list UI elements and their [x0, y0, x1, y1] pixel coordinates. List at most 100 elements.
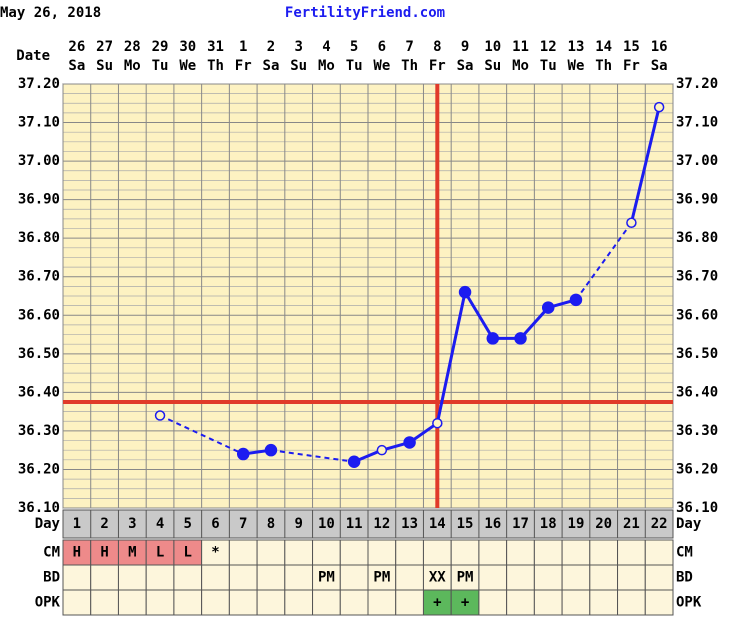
day-number: 7: [239, 516, 247, 532]
date-label: 2: [267, 39, 275, 55]
date-label: 9: [461, 39, 469, 55]
temperature-segment: [463, 291, 495, 340]
row-cell: [561, 539, 591, 566]
row-cell: [478, 564, 508, 591]
row-cell: [644, 589, 674, 616]
day-label-right: Day: [676, 516, 702, 532]
weekday-label: We: [179, 58, 196, 74]
row-label-right: BD: [676, 570, 693, 586]
row-cell-text: XX: [429, 570, 446, 586]
weekday-label: Sa: [263, 58, 280, 74]
y-tick-label: 36.40: [18, 384, 60, 400]
row-cell: [395, 564, 424, 591]
y-tick-label-right: 37.10: [676, 115, 718, 131]
weekday-label: Tu: [152, 58, 169, 74]
date-label: 13: [568, 39, 585, 55]
row-cell: [422, 589, 452, 616]
day-number: 19: [568, 516, 585, 532]
row-cell: [256, 564, 286, 591]
row-cell: [228, 539, 258, 566]
y-tick-label: 36.50: [18, 346, 60, 362]
row-cell: [478, 589, 508, 616]
row-cell: [617, 539, 646, 566]
row-cell: [339, 589, 369, 616]
day-number: 16: [484, 516, 501, 532]
date-label: 31: [207, 39, 224, 55]
y-tick-label-right: 36.90: [676, 192, 718, 208]
row-cell: [395, 589, 424, 616]
weekday-label: We: [568, 58, 585, 74]
row-label-right: CM: [676, 545, 693, 561]
day-label: Day: [35, 516, 61, 532]
row-cell: [228, 589, 258, 616]
row-cell: [561, 589, 591, 616]
row-cell: [201, 564, 230, 591]
y-tick-label-right: 36.30: [676, 423, 718, 439]
y-tick-label: 36.70: [18, 269, 60, 285]
row-cell: [312, 589, 341, 616]
row-cell: [201, 589, 230, 616]
row-label-right: OPK: [676, 595, 702, 611]
temperature-point: [569, 293, 583, 307]
row-cell: [422, 539, 452, 566]
date-label: 5: [350, 39, 358, 55]
y-tick-label: 37.00: [18, 153, 60, 169]
weekday-label: Fr: [429, 58, 446, 74]
date-label: 11: [512, 39, 529, 55]
day-number: 2: [100, 516, 108, 532]
y-tick-label-right: 36.80: [676, 230, 718, 246]
row-cell: [450, 539, 480, 566]
date-label: 8: [433, 39, 441, 55]
weekday-label: Mo: [512, 58, 529, 74]
y-tick-label-right: 36.40: [676, 384, 718, 400]
day-number: 10: [318, 516, 335, 532]
day-number: 8: [267, 516, 275, 532]
row-cell: [395, 539, 424, 566]
date-label: 27: [96, 39, 113, 55]
day-number: 17: [512, 516, 529, 532]
row-cell-text: PM: [318, 570, 335, 586]
row-cell-text: M: [128, 545, 136, 561]
row-cell: [117, 589, 147, 616]
date-label: 7: [405, 39, 413, 55]
row-cell: [450, 589, 480, 616]
temperature-point: [432, 417, 443, 429]
row-cell: [284, 539, 314, 566]
row-cell: [117, 564, 147, 591]
row-cell: [367, 589, 397, 616]
row-cell: [644, 539, 674, 566]
y-tick-label-right: 36.50: [676, 346, 718, 362]
date-label: 29: [152, 39, 169, 55]
weekday-label: Su: [96, 58, 113, 74]
weekday-label: Th: [207, 58, 224, 74]
date-label: Date: [16, 48, 50, 64]
weekday-label: Fr: [623, 58, 640, 74]
y-tick-label-right: 36.60: [676, 307, 718, 323]
day-number: 22: [651, 516, 668, 532]
row-cell: [533, 539, 563, 566]
row-cell: [228, 564, 258, 591]
row-cell: [62, 564, 92, 591]
date-label: 16: [651, 39, 668, 55]
row-label: BD: [43, 570, 60, 586]
date-label: 12: [540, 39, 557, 55]
row-cell: [589, 564, 619, 591]
temperature-point: [458, 285, 472, 299]
chart-date: May 26, 2018: [0, 5, 101, 21]
row-cell-text: PM: [373, 570, 390, 586]
temperature-point: [376, 444, 388, 456]
y-tick-label: 36.80: [18, 230, 60, 246]
row-cell-text: H: [100, 545, 108, 561]
row-cell: [284, 564, 314, 591]
weekday-label: Sa: [457, 58, 474, 74]
day-number: 13: [401, 516, 418, 532]
weekday-label: Sa: [651, 58, 668, 74]
weekday-label: We: [373, 58, 390, 74]
row-cell-text: H: [73, 545, 81, 561]
temperature-point: [264, 443, 278, 457]
temperature-segment: [629, 106, 661, 224]
day-number: 5: [184, 516, 192, 532]
temperature-segment: [519, 306, 550, 340]
row-cell-text: +: [433, 595, 441, 611]
